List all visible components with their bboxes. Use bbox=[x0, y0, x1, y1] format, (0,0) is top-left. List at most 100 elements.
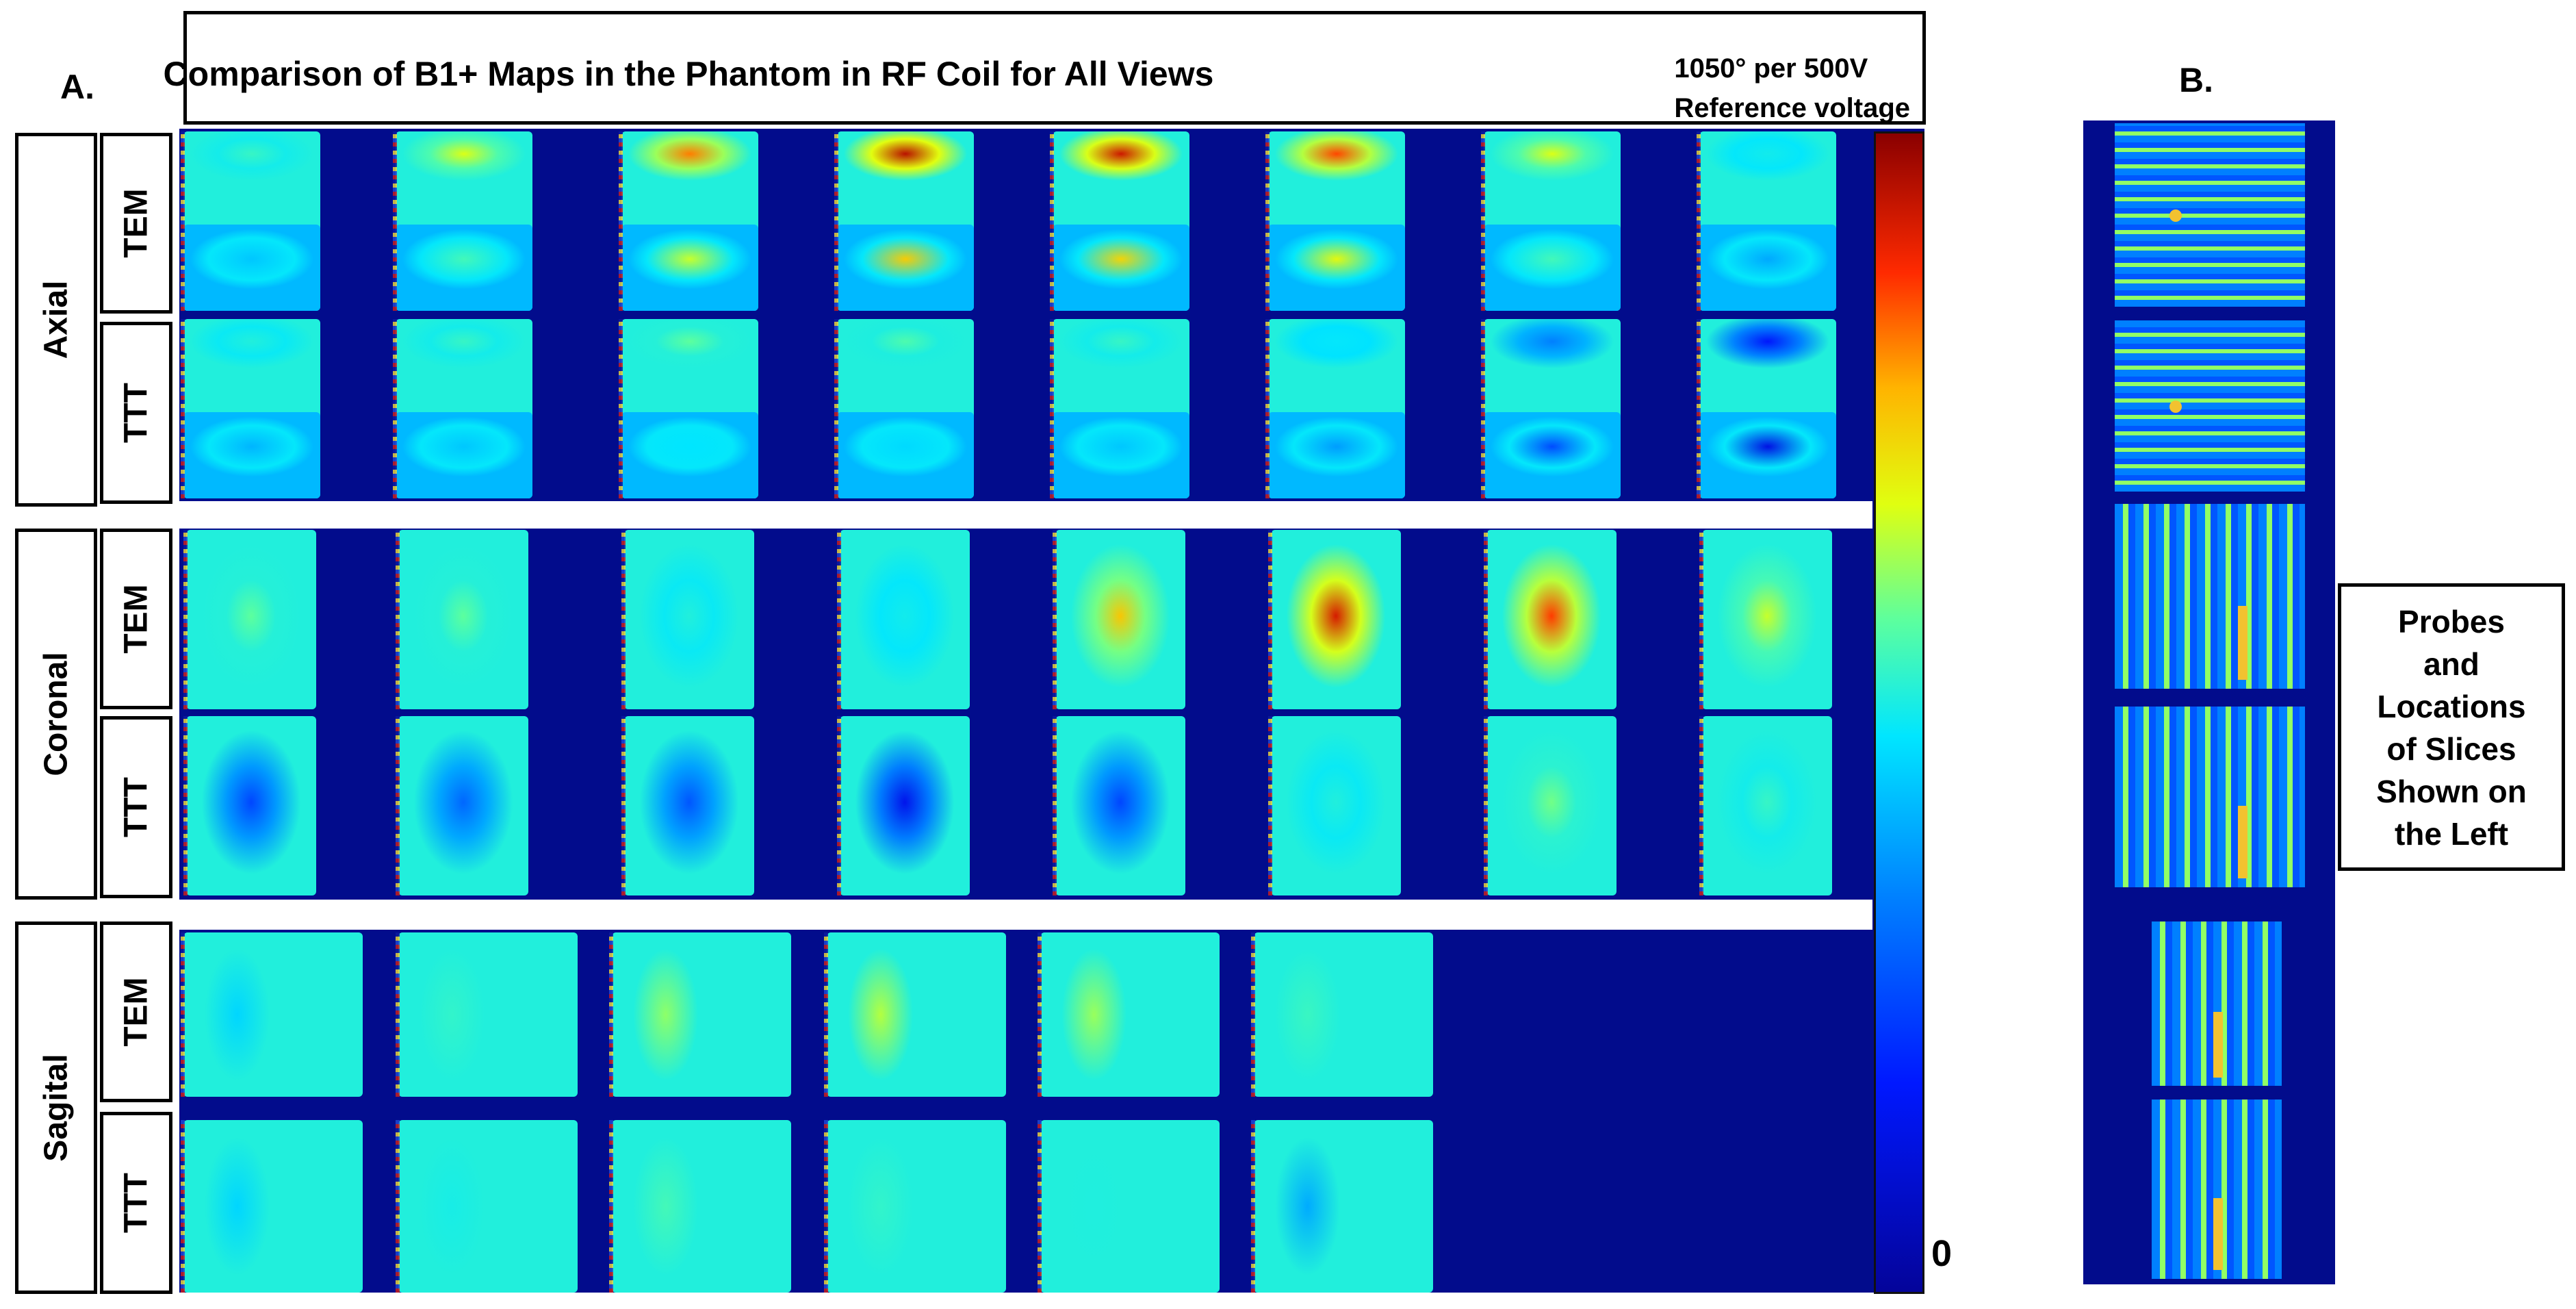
b1-map-slice bbox=[840, 716, 970, 895]
noise-edge bbox=[619, 319, 623, 498]
probe-caption-box: Probes and Locations of Slices Shown on … bbox=[2338, 583, 2565, 871]
noise-edge bbox=[1053, 716, 1057, 895]
noise-edge bbox=[1481, 319, 1485, 498]
noise-edge bbox=[1265, 319, 1270, 498]
b1-map-slice bbox=[837, 131, 974, 311]
view-label-sagital: Sagital bbox=[15, 922, 97, 1294]
b1-map-slice bbox=[1486, 530, 1617, 709]
b1-map-slice bbox=[398, 716, 528, 895]
noise-edge bbox=[396, 932, 400, 1097]
noise-edge bbox=[181, 131, 185, 311]
b1-map-slice bbox=[1699, 319, 1836, 498]
noise-edge bbox=[837, 530, 841, 709]
probe-caption-line: of Slices bbox=[2386, 731, 2516, 767]
b1-map-slice bbox=[1699, 131, 1836, 311]
b1-map-slice bbox=[183, 932, 363, 1097]
view-name-sagital: Sagital bbox=[38, 1054, 75, 1162]
b1-map-slice bbox=[1053, 131, 1189, 311]
b1-map-slice bbox=[398, 1120, 578, 1293]
b1-map-grid bbox=[179, 129, 1924, 1293]
b1-map-slice bbox=[398, 932, 578, 1097]
row-name: TTT bbox=[118, 383, 155, 443]
b1-map-slice bbox=[1053, 319, 1189, 498]
b1-map-slice bbox=[183, 1120, 363, 1293]
probe-caption-line: Shown on bbox=[2376, 774, 2527, 809]
view-name-axial: Axial bbox=[38, 280, 75, 359]
b1-map-slice bbox=[1055, 716, 1185, 895]
noise-edge bbox=[181, 319, 185, 498]
b1-map-slice bbox=[1271, 716, 1401, 895]
separator-axial-coronal bbox=[179, 501, 1872, 529]
noise-edge bbox=[181, 932, 185, 1097]
b1-map-slice bbox=[396, 319, 532, 498]
b1-map-slice bbox=[1484, 319, 1621, 498]
probe-slice-panel bbox=[2152, 1100, 2282, 1279]
noise-edge bbox=[396, 716, 400, 895]
b1-map-slice bbox=[398, 530, 528, 709]
b1-map-slice bbox=[624, 716, 754, 895]
b1-map-slice bbox=[1484, 131, 1621, 311]
noise-edge bbox=[1053, 530, 1057, 709]
panel-a-label: A. bbox=[60, 68, 94, 106]
reference-line-1: 1050° per 500V bbox=[1674, 53, 1868, 84]
probe-marker bbox=[2169, 209, 2182, 222]
colorbar-min-label: 0 bbox=[1931, 1233, 1953, 1274]
b1-map-slice bbox=[1268, 319, 1405, 498]
row-label-sagital-ttt: TTT bbox=[100, 1112, 172, 1294]
b1-map-slice bbox=[1486, 716, 1617, 895]
b1-map-slice bbox=[827, 932, 1006, 1097]
probe-caption-line: Probes bbox=[2398, 604, 2505, 639]
noise-edge bbox=[824, 1120, 828, 1293]
noise-edge bbox=[824, 932, 828, 1097]
probe-slice-panel bbox=[2115, 320, 2305, 492]
b1-map-slice bbox=[624, 530, 754, 709]
b1-map-slice bbox=[837, 319, 974, 498]
noise-edge bbox=[1268, 716, 1272, 895]
probe-slice-panel bbox=[2115, 504, 2305, 689]
b1-map-slice bbox=[1271, 530, 1401, 709]
noise-edge bbox=[1251, 1120, 1255, 1293]
figure-title: Comparison of B1+ Maps in the Phantom in… bbox=[163, 55, 1214, 93]
view-label-axial: Axial bbox=[15, 133, 97, 507]
noise-edge bbox=[1699, 716, 1703, 895]
noise-edge bbox=[1251, 932, 1255, 1097]
noise-edge bbox=[1038, 1120, 1042, 1293]
noise-edge bbox=[1697, 131, 1701, 311]
noise-edge bbox=[1697, 319, 1701, 498]
noise-edge bbox=[621, 716, 626, 895]
colorbar bbox=[1874, 131, 1924, 1294]
probe-caption-line: and bbox=[2423, 646, 2480, 682]
row-label-axial-tem: TEM bbox=[100, 133, 172, 314]
panel-b-label: B. bbox=[2179, 61, 2213, 99]
b1-map-slice bbox=[1254, 932, 1433, 1097]
b1-map-slice bbox=[612, 932, 791, 1097]
b1-map-slice bbox=[1040, 932, 1220, 1097]
b1-map-slice bbox=[840, 530, 970, 709]
title-box: Comparison of B1+ Maps in the Phantom in… bbox=[164, 11, 1926, 125]
noise-edge bbox=[183, 530, 188, 709]
noise-edge bbox=[1265, 131, 1270, 311]
noise-edge bbox=[1038, 932, 1042, 1097]
b1-map-slice bbox=[1055, 530, 1185, 709]
noise-edge bbox=[1050, 319, 1054, 498]
noise-edge bbox=[1699, 530, 1703, 709]
probe-caption-line: the Left bbox=[2394, 816, 2509, 852]
view-name-coronal: Coronal bbox=[38, 652, 75, 776]
row-label-coronal-ttt: TTT bbox=[100, 716, 172, 898]
noise-edge bbox=[393, 131, 397, 311]
probe-slice-panel bbox=[2115, 707, 2305, 887]
noise-edge bbox=[834, 319, 838, 498]
noise-edge bbox=[1484, 530, 1488, 709]
noise-edge bbox=[181, 1120, 185, 1293]
row-name: TEM bbox=[118, 584, 155, 654]
noise-edge bbox=[837, 716, 841, 895]
b1-map-slice bbox=[183, 319, 320, 498]
probe-marker bbox=[2238, 605, 2247, 680]
row-label-coronal-tem: TEM bbox=[100, 529, 172, 709]
row-label-axial-ttt: TTT bbox=[100, 322, 172, 504]
b1-map-slice bbox=[827, 1120, 1006, 1293]
noise-edge bbox=[621, 530, 626, 709]
probe-marker bbox=[2238, 806, 2247, 878]
b1-map-slice bbox=[186, 530, 316, 709]
noise-edge bbox=[1484, 716, 1488, 895]
